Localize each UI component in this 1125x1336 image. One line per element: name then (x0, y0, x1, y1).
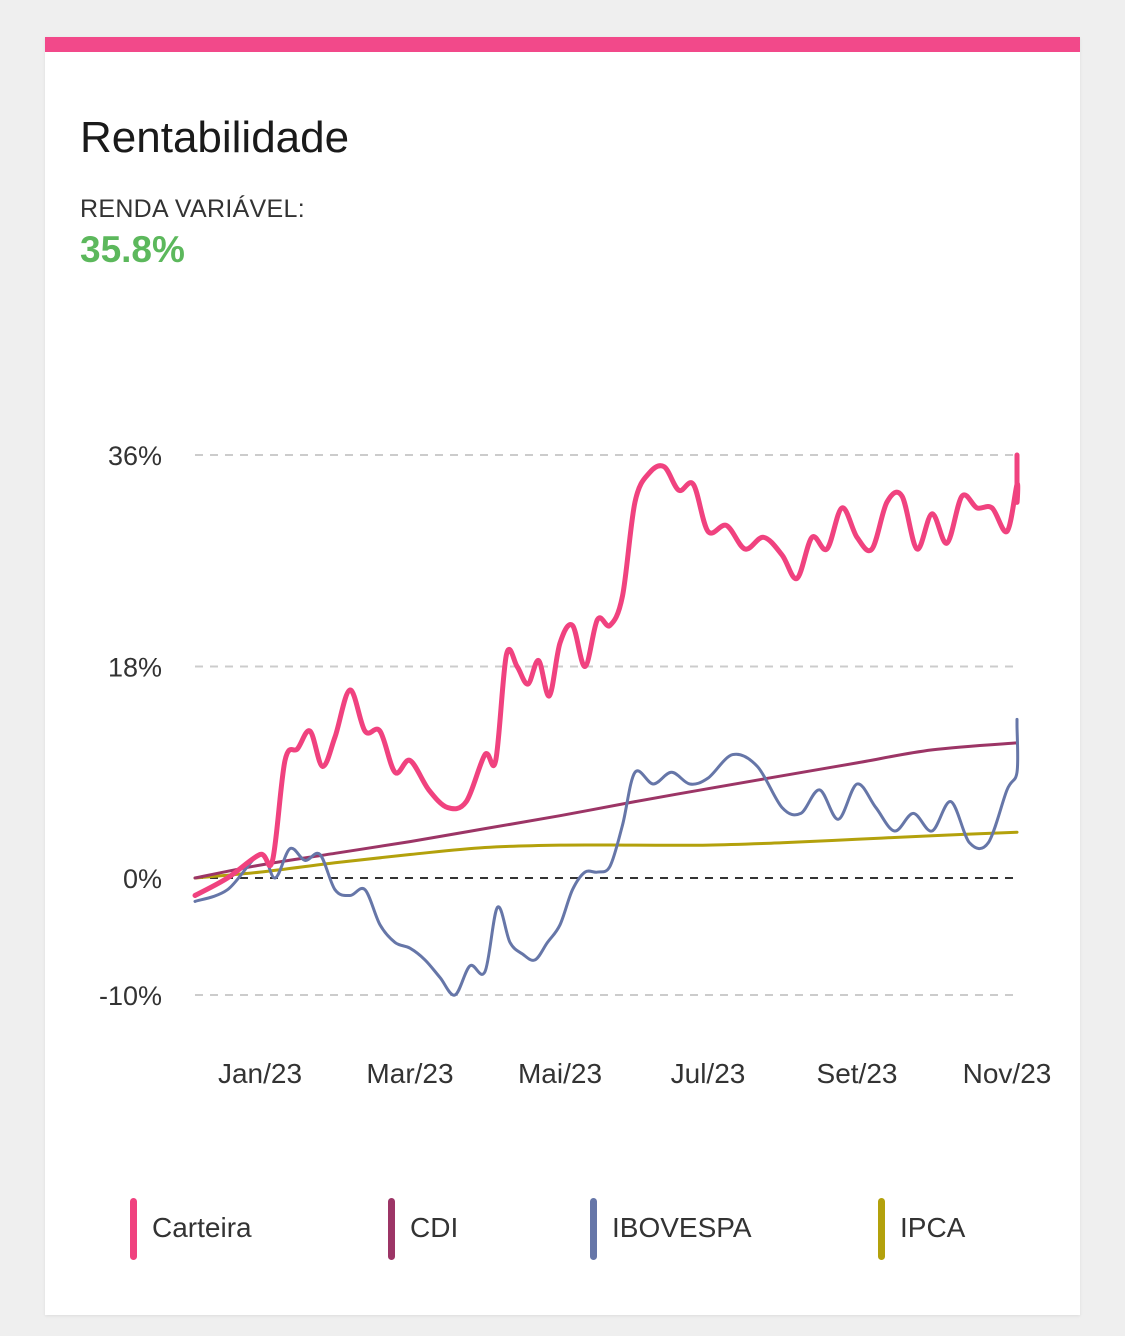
legend-swatch (590, 1198, 597, 1260)
kpi-value: 35.8% (80, 229, 185, 270)
legend-swatch (388, 1198, 395, 1260)
kpi-label: RENDA VARIÁVEL: (80, 195, 305, 223)
legend-label: CDI (410, 1212, 459, 1243)
legend-swatch (878, 1198, 885, 1260)
legend-label: IBOVESPA (612, 1212, 752, 1243)
legend-label: Carteira (152, 1212, 252, 1243)
card-accent-bar (45, 37, 1080, 52)
legend-swatch (130, 1198, 137, 1260)
card-title: Rentabilidade (80, 113, 350, 162)
profitability-card: Rentabilidade RENDA VARIÁVEL: 35.8% (45, 37, 1080, 1315)
legend-label: IPCA (900, 1212, 966, 1243)
